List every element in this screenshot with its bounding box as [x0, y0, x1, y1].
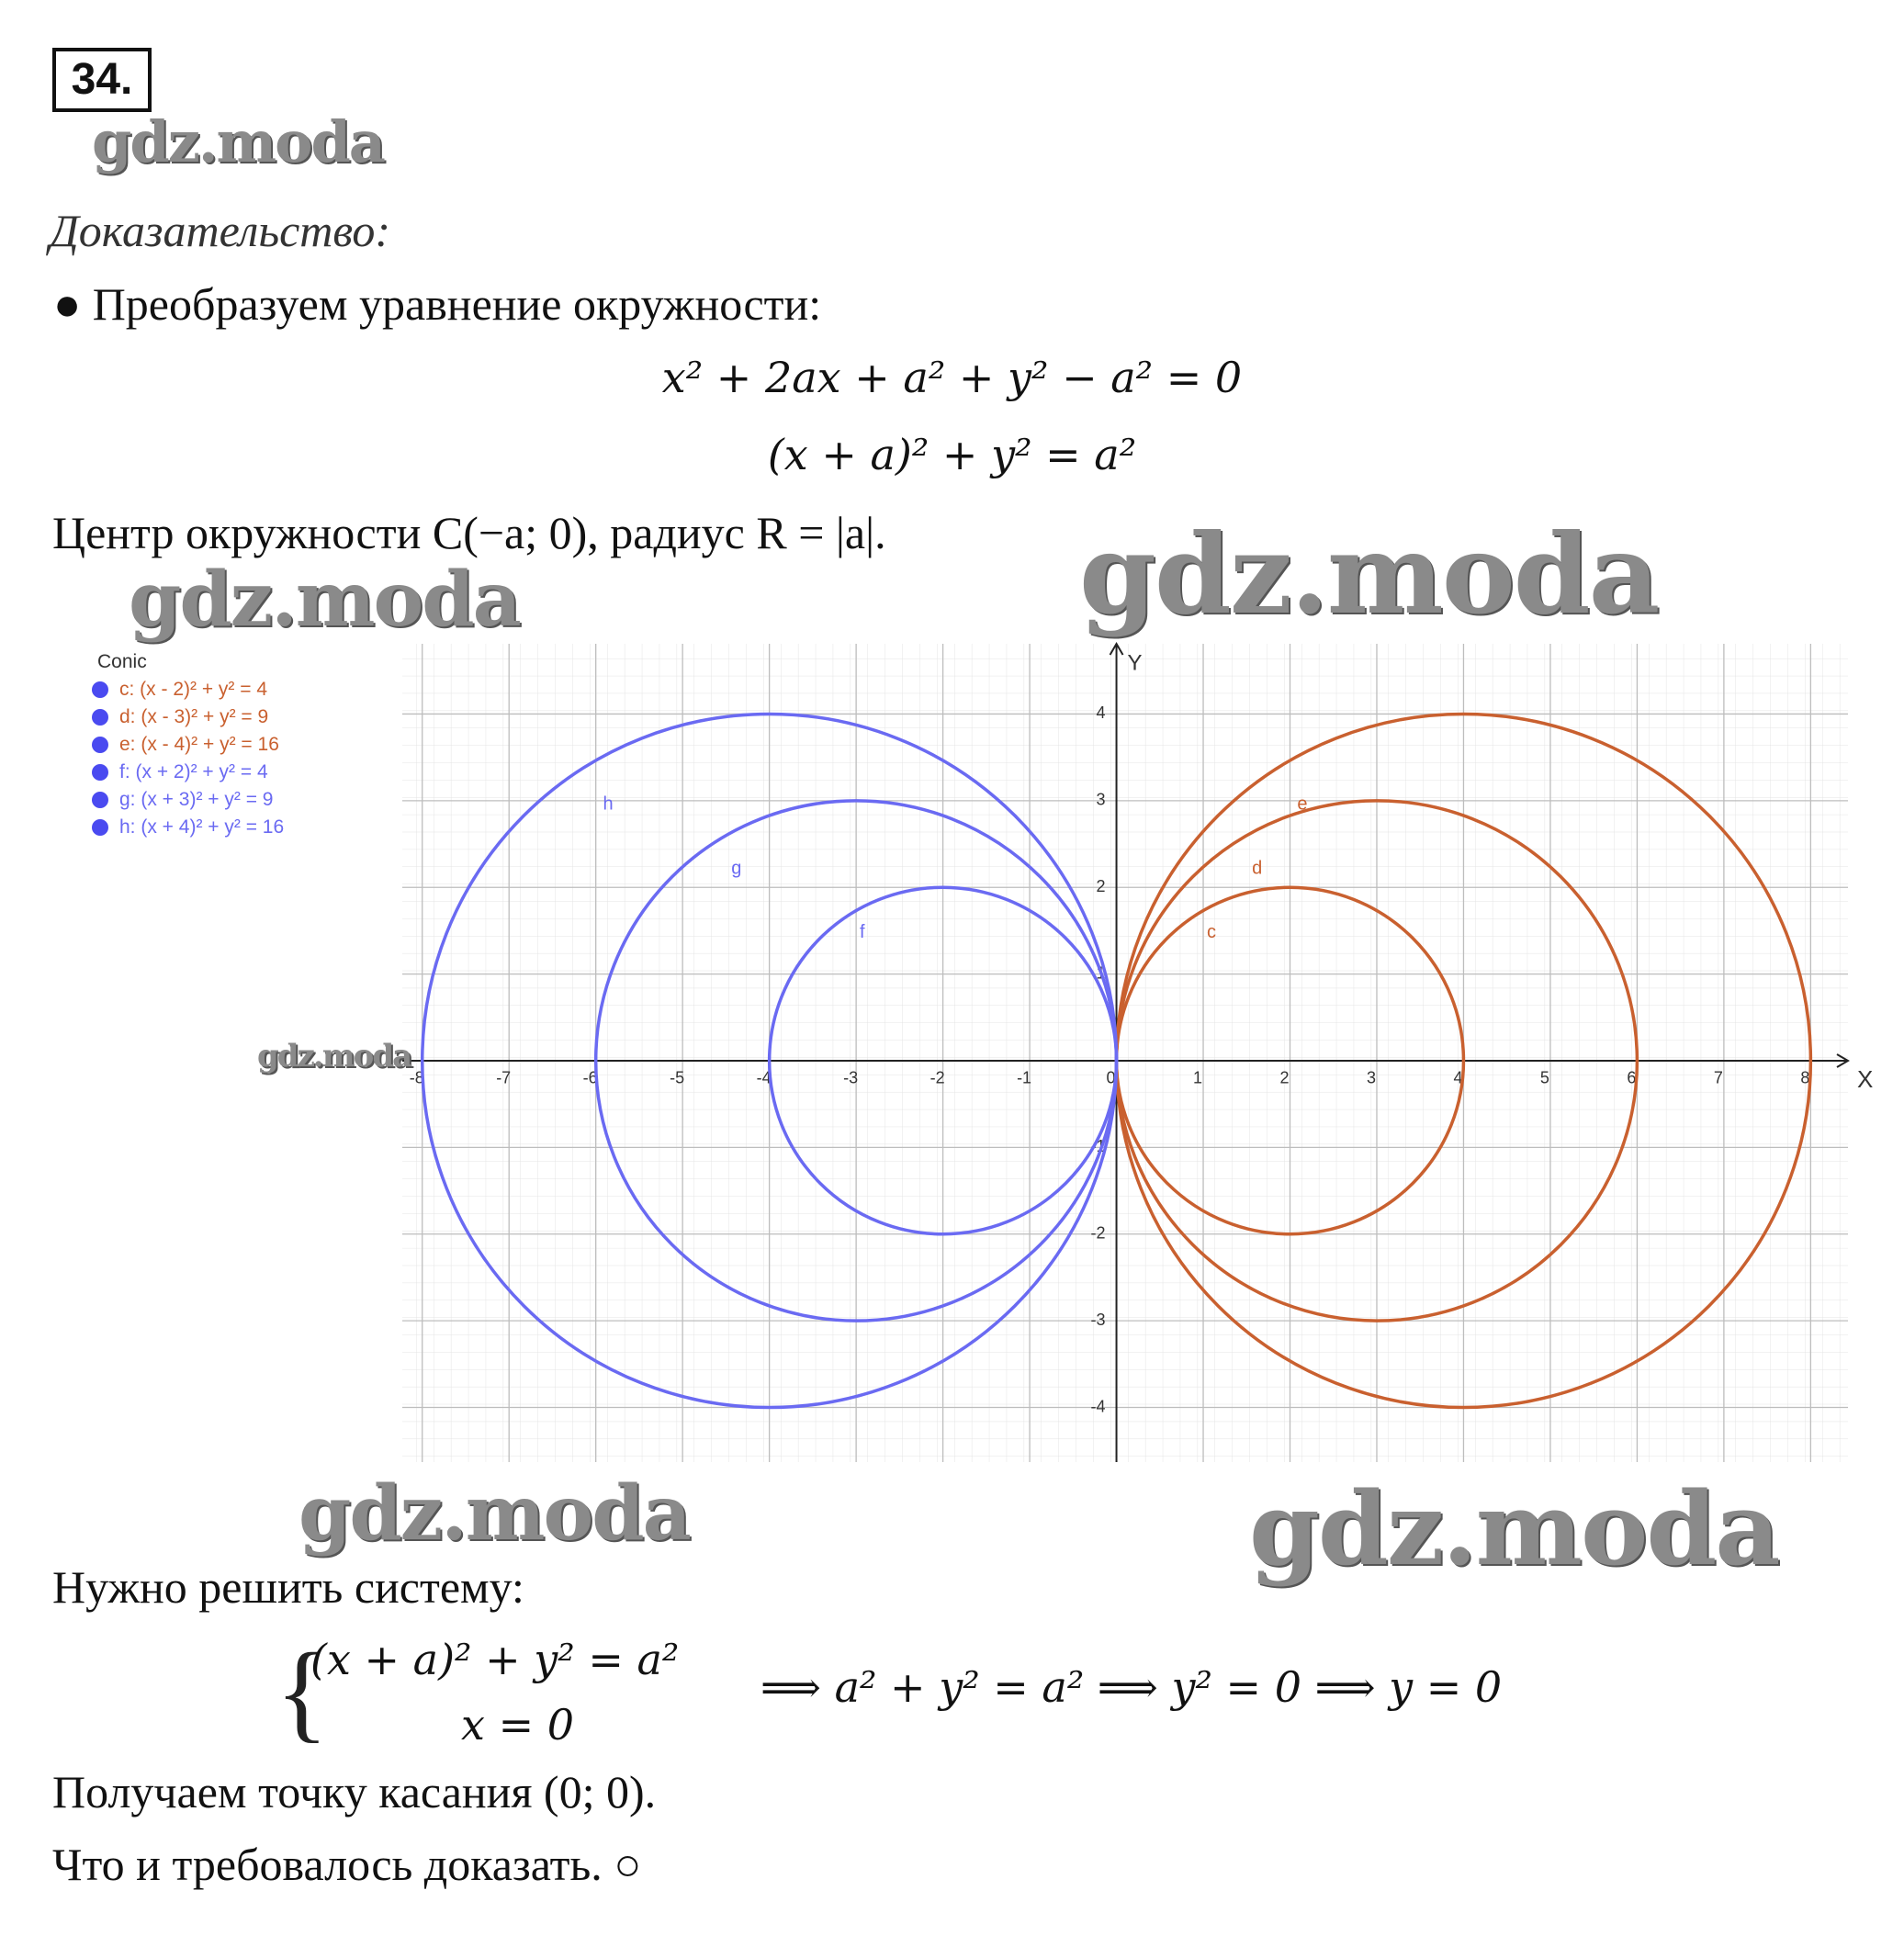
legend-item[interactable]: h: (x + 4)² + y² = 16	[92, 814, 284, 841]
equation-text: x² + 2ax + a² + y² − a² = 0	[661, 353, 1243, 402]
watermark: gdz.moda	[129, 556, 522, 644]
system-line: x = 0	[461, 1700, 574, 1750]
x-tick-label: -7	[496, 1069, 511, 1087]
legend-text: h: (x + 4)² + y² = 16	[119, 816, 285, 838]
y-tick-label: 4	[1097, 703, 1106, 722]
legend-item[interactable]: f: (x + 2)² + y² = 4	[92, 759, 284, 786]
system-intro: Нужно решить систему:	[52, 1561, 524, 1613]
x-tick-label: 1	[1193, 1069, 1202, 1087]
circle-label: f	[860, 922, 865, 942]
circle-label: g	[731, 858, 741, 878]
circle	[420, 712, 1119, 1410]
legend-dot[interactable]	[92, 819, 108, 836]
legend-dot[interactable]	[92, 737, 108, 753]
watermark: gdz.moda	[299, 1469, 692, 1558]
x-tick-label: 2	[1280, 1069, 1290, 1087]
brace: {	[276, 1630, 329, 1752]
legend-text: f: (x + 2)² + y² = 4	[119, 761, 268, 782]
conclusion-line: Что и требовалось доказать. ○	[52, 1839, 642, 1890]
axis-arrow	[1836, 1053, 1850, 1068]
legend-dot[interactable]	[92, 709, 108, 726]
y-tick-label: -4	[1091, 1397, 1106, 1415]
x-tick-label: -5	[670, 1069, 684, 1087]
legend-item[interactable]: d: (x - 3)² + y² = 9	[92, 703, 284, 731]
watermark: gdz.moda	[1249, 1469, 1781, 1588]
legend: Conic c: (x - 2)² + y² = 4 d: (x - 3)² + …	[55, 648, 284, 841]
y-tick-label: 3	[1097, 791, 1106, 809]
x-tick-label: -3	[843, 1069, 858, 1087]
legend-title: Conic	[97, 651, 147, 672]
system-line: (x + a)² + y² = a²	[310, 1635, 680, 1684]
system-result: ⟹ a² + y² = a² ⟹ y² = 0 ⟹ y = 0	[760, 1662, 1503, 1712]
center-text: Центр окружности C(−a; 0), радиус R = |a…	[52, 507, 886, 558]
circle-label: c	[1207, 922, 1216, 942]
legend-item[interactable]: c: (x - 2)² + y² = 4	[92, 676, 284, 703]
axis-label: X	[1857, 1065, 1873, 1093]
legend-item[interactable]: e: (x - 4)² + y² = 16	[92, 731, 284, 759]
x-tick-label: -4	[757, 1069, 772, 1087]
axis-arrow	[1109, 642, 1124, 656]
x-tick-label: 4	[1453, 1069, 1462, 1087]
y-tick-label: 2	[1097, 877, 1106, 895]
equation-text: (x + a)² + y² = a²	[767, 430, 1137, 479]
x-tick-label: -8	[410, 1069, 424, 1087]
conclusion-line: Получаем точку касания (0; 0).	[52, 1766, 657, 1817]
legend-text: e: (x - 4)² + y² = 16	[119, 734, 279, 755]
y-tick-label: -2	[1091, 1224, 1106, 1243]
bullet-text: ● Преобразуем уравнение окружности:	[53, 278, 822, 330]
legend-item[interactable]: g: (x + 3)² + y² = 9	[92, 786, 284, 814]
circle-label: h	[603, 794, 614, 815]
equation: (x + a)² + y² = a²	[0, 433, 1904, 476]
x-tick-label: -6	[583, 1069, 598, 1087]
watermark: gdz.moda	[1079, 510, 1660, 639]
watermark: gdz.moda	[257, 1038, 412, 1075]
circle-label: e	[1297, 794, 1307, 815]
equation: x² + 2ax + a² + y² − a² = 0	[0, 356, 1904, 399]
legend-text: g: (x + 3)² + y² = 9	[119, 789, 274, 810]
axis-label: Y	[1128, 650, 1143, 675]
proof-heading: Доказательство:	[50, 205, 391, 256]
legend-dot[interactable]	[92, 681, 108, 698]
minor-grid	[402, 644, 1848, 1462]
legend-text: d: (x - 3)² + y² = 9	[119, 706, 269, 727]
legend-dot[interactable]	[92, 792, 108, 808]
watermark: gdz.moda	[92, 108, 386, 175]
circle-label: d	[1252, 858, 1262, 878]
x-tick-label: 5	[1540, 1069, 1549, 1087]
x-tick-label: 3	[1367, 1069, 1376, 1087]
x-tick-label: 0	[1107, 1069, 1116, 1087]
legend-dot[interactable]	[92, 764, 108, 781]
x-tick-label: 7	[1714, 1069, 1723, 1087]
x-tick-label: 8	[1800, 1069, 1809, 1087]
x-tick-label: -2	[930, 1069, 945, 1087]
x-tick-label: -1	[1017, 1069, 1031, 1087]
y-tick-label: -3	[1091, 1311, 1106, 1329]
x-tick-label: 6	[1627, 1069, 1636, 1087]
task-number: 34.	[52, 48, 152, 112]
legend-text: c: (x - 2)² + y² = 4	[119, 679, 268, 700]
